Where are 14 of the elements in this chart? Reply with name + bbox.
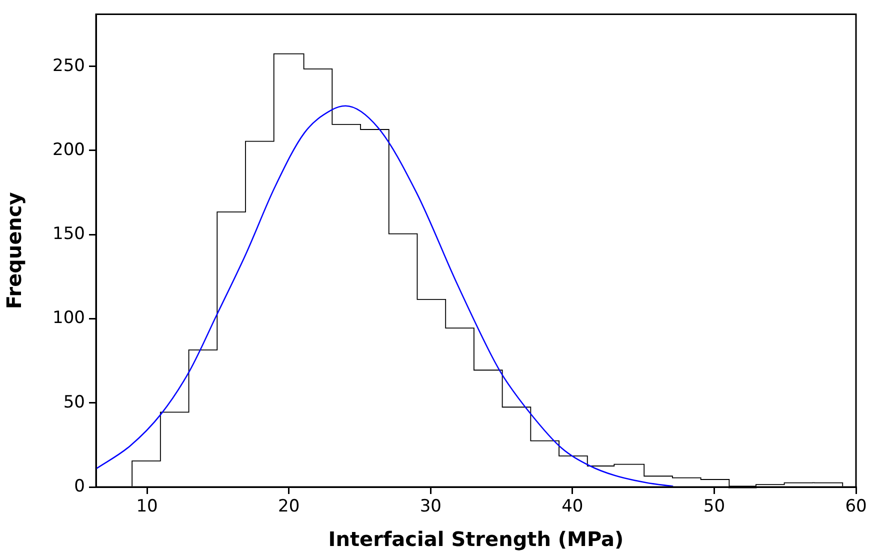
x-tick-label: 30 [420,496,442,517]
y-tick-label: 150 [52,224,85,244]
x-tick-label: 40 [562,496,584,517]
x-tick-label: 60 [845,496,867,517]
x-tick-label: 10 [136,496,158,517]
x-tick-label: 50 [703,496,726,517]
y-tick-label: 50 [63,392,85,412]
y-tick-label: 250 [52,56,85,76]
x-axis-title: Interfacial Strength (MPa) [328,527,624,552]
x-tick-label: 20 [278,496,300,517]
y-tick-label: 200 [52,140,85,160]
y-tick-label: 100 [52,308,85,328]
y-axis-title: Frequency [2,192,26,310]
y-tick-label: 0 [74,476,85,496]
